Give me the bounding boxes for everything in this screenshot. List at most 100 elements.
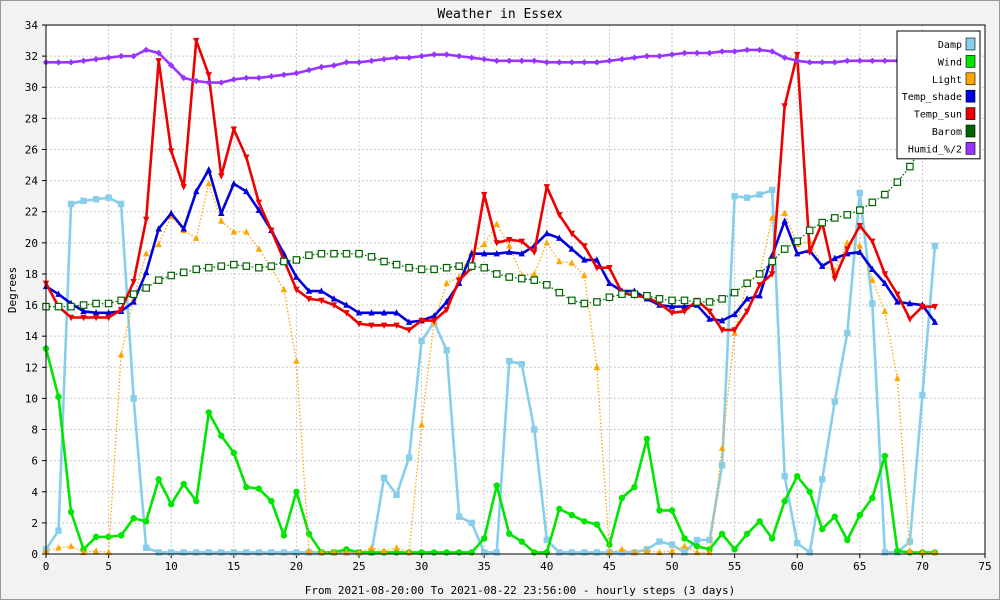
- data-point-barom: [255, 263, 263, 272]
- data-point-humid-2: [455, 52, 463, 60]
- data-point-damp: [844, 329, 851, 337]
- data-point-temp-sun: [380, 322, 388, 329]
- data-point-light: [117, 351, 125, 358]
- data-point-barom: [530, 276, 539, 284]
- data-point-temp-sun: [556, 212, 563, 219]
- data-point-barom: [768, 257, 776, 266]
- data-point-wind: [743, 530, 751, 537]
- data-point-damp: [831, 398, 838, 405]
- data-point-light: [506, 242, 513, 249]
- data-point-damp: [743, 194, 751, 201]
- data-point-temp-shade: [205, 165, 212, 173]
- data-point-damp: [67, 200, 75, 208]
- data-point-humid-2: [518, 57, 525, 64]
- data-point-barom: [380, 257, 388, 266]
- data-point-barom: [743, 279, 751, 288]
- data-point-humid-2: [481, 56, 488, 63]
- data-point-damp: [418, 337, 425, 345]
- data-point-barom: [217, 262, 226, 270]
- data-point-wind: [468, 549, 475, 556]
- data-point-barom: [367, 253, 376, 261]
- data-point-barom: [92, 299, 100, 308]
- series-line-wind: [44, 348, 935, 554]
- data-point-damp: [117, 200, 125, 208]
- data-point-damp: [405, 454, 413, 461]
- data-point-temp-sun: [230, 126, 237, 133]
- data-point-temp-sun: [155, 58, 162, 65]
- data-point-temp-sun: [368, 322, 375, 329]
- legend-label: Damp: [938, 40, 962, 51]
- data-point-damp: [455, 513, 463, 520]
- data-point-humid-2: [869, 57, 876, 64]
- data-point-barom: [868, 198, 877, 207]
- data-point-barom: [843, 211, 852, 219]
- data-point-humid-2: [105, 54, 112, 61]
- y-tick-label: 6: [31, 455, 38, 468]
- data-point-barom: [129, 290, 138, 298]
- series-layer: [42, 37, 939, 556]
- data-point-barom: [292, 256, 301, 264]
- data-point-barom: [242, 262, 251, 270]
- data-point-wind: [92, 533, 100, 541]
- data-point-damp: [768, 186, 776, 194]
- data-point-temp-shade: [393, 309, 400, 316]
- data-point-barom: [442, 263, 451, 272]
- data-point-temp-shade: [193, 187, 200, 195]
- data-point-temp-sun: [894, 291, 901, 298]
- data-point-damp: [92, 196, 100, 203]
- data-point-humid-2: [67, 59, 75, 66]
- data-point-damp: [668, 541, 676, 548]
- data-point-damp: [919, 392, 926, 399]
- data-point-temp-shade: [718, 316, 726, 324]
- data-point-barom: [855, 206, 864, 214]
- data-point-damp: [656, 538, 663, 545]
- data-point-wind: [280, 532, 288, 539]
- data-point-temp-shade: [731, 310, 738, 318]
- x-tick-label: 75: [978, 560, 991, 573]
- data-point-barom: [693, 298, 701, 306]
- data-point-humid-2: [531, 57, 538, 64]
- data-point-damp: [881, 549, 889, 556]
- data-point-humid-2: [405, 54, 413, 61]
- y-tick-label: 20: [25, 237, 38, 250]
- series-humid-2: [42, 46, 939, 86]
- data-point-temp-shade: [218, 209, 225, 216]
- data-point-wind: [844, 536, 851, 544]
- data-point-wind: [193, 497, 200, 505]
- data-point-light: [393, 544, 400, 551]
- data-point-humid-2: [856, 57, 863, 64]
- data-point-humid-2: [706, 49, 713, 57]
- data-point-damp: [243, 549, 250, 556]
- series-line-temp-shade: [45, 168, 936, 324]
- data-point-barom: [67, 302, 75, 311]
- data-point-temp-sun: [105, 314, 112, 322]
- data-point-humid-2: [693, 49, 701, 57]
- data-point-temp-shade: [819, 262, 826, 269]
- data-point-wind: [255, 485, 263, 492]
- data-point-light: [155, 240, 162, 248]
- data-point-damp: [130, 395, 137, 402]
- data-point-temp-shade: [581, 256, 588, 263]
- data-point-wind: [718, 530, 726, 537]
- data-point-temp-sun: [305, 296, 313, 303]
- data-point-barom: [204, 263, 213, 272]
- data-point-light: [305, 547, 313, 554]
- data-point-barom: [230, 260, 238, 269]
- data-point-barom: [405, 263, 413, 272]
- data-point-wind: [856, 511, 863, 519]
- data-point-temp-sun: [418, 317, 425, 325]
- data-point-humid-2: [268, 73, 275, 80]
- data-point-barom: [780, 245, 789, 253]
- data-point-barom: [630, 290, 639, 298]
- data-point-temp-shade: [556, 234, 563, 241]
- data-point-light: [718, 444, 726, 451]
- data-point-wind: [117, 532, 125, 539]
- data-point-damp: [568, 549, 576, 556]
- data-point-damp: [931, 242, 939, 250]
- plot-border: [45, 24, 986, 555]
- axes: 0 5 10 15 20 25 30 35 40 45 50 55 60 65 70 750246810121…: [25, 19, 992, 573]
- data-point-temp-shade: [80, 307, 87, 314]
- data-point-temp-shade: [593, 256, 601, 263]
- data-point-light: [856, 242, 863, 249]
- data-point-light: [55, 544, 62, 551]
